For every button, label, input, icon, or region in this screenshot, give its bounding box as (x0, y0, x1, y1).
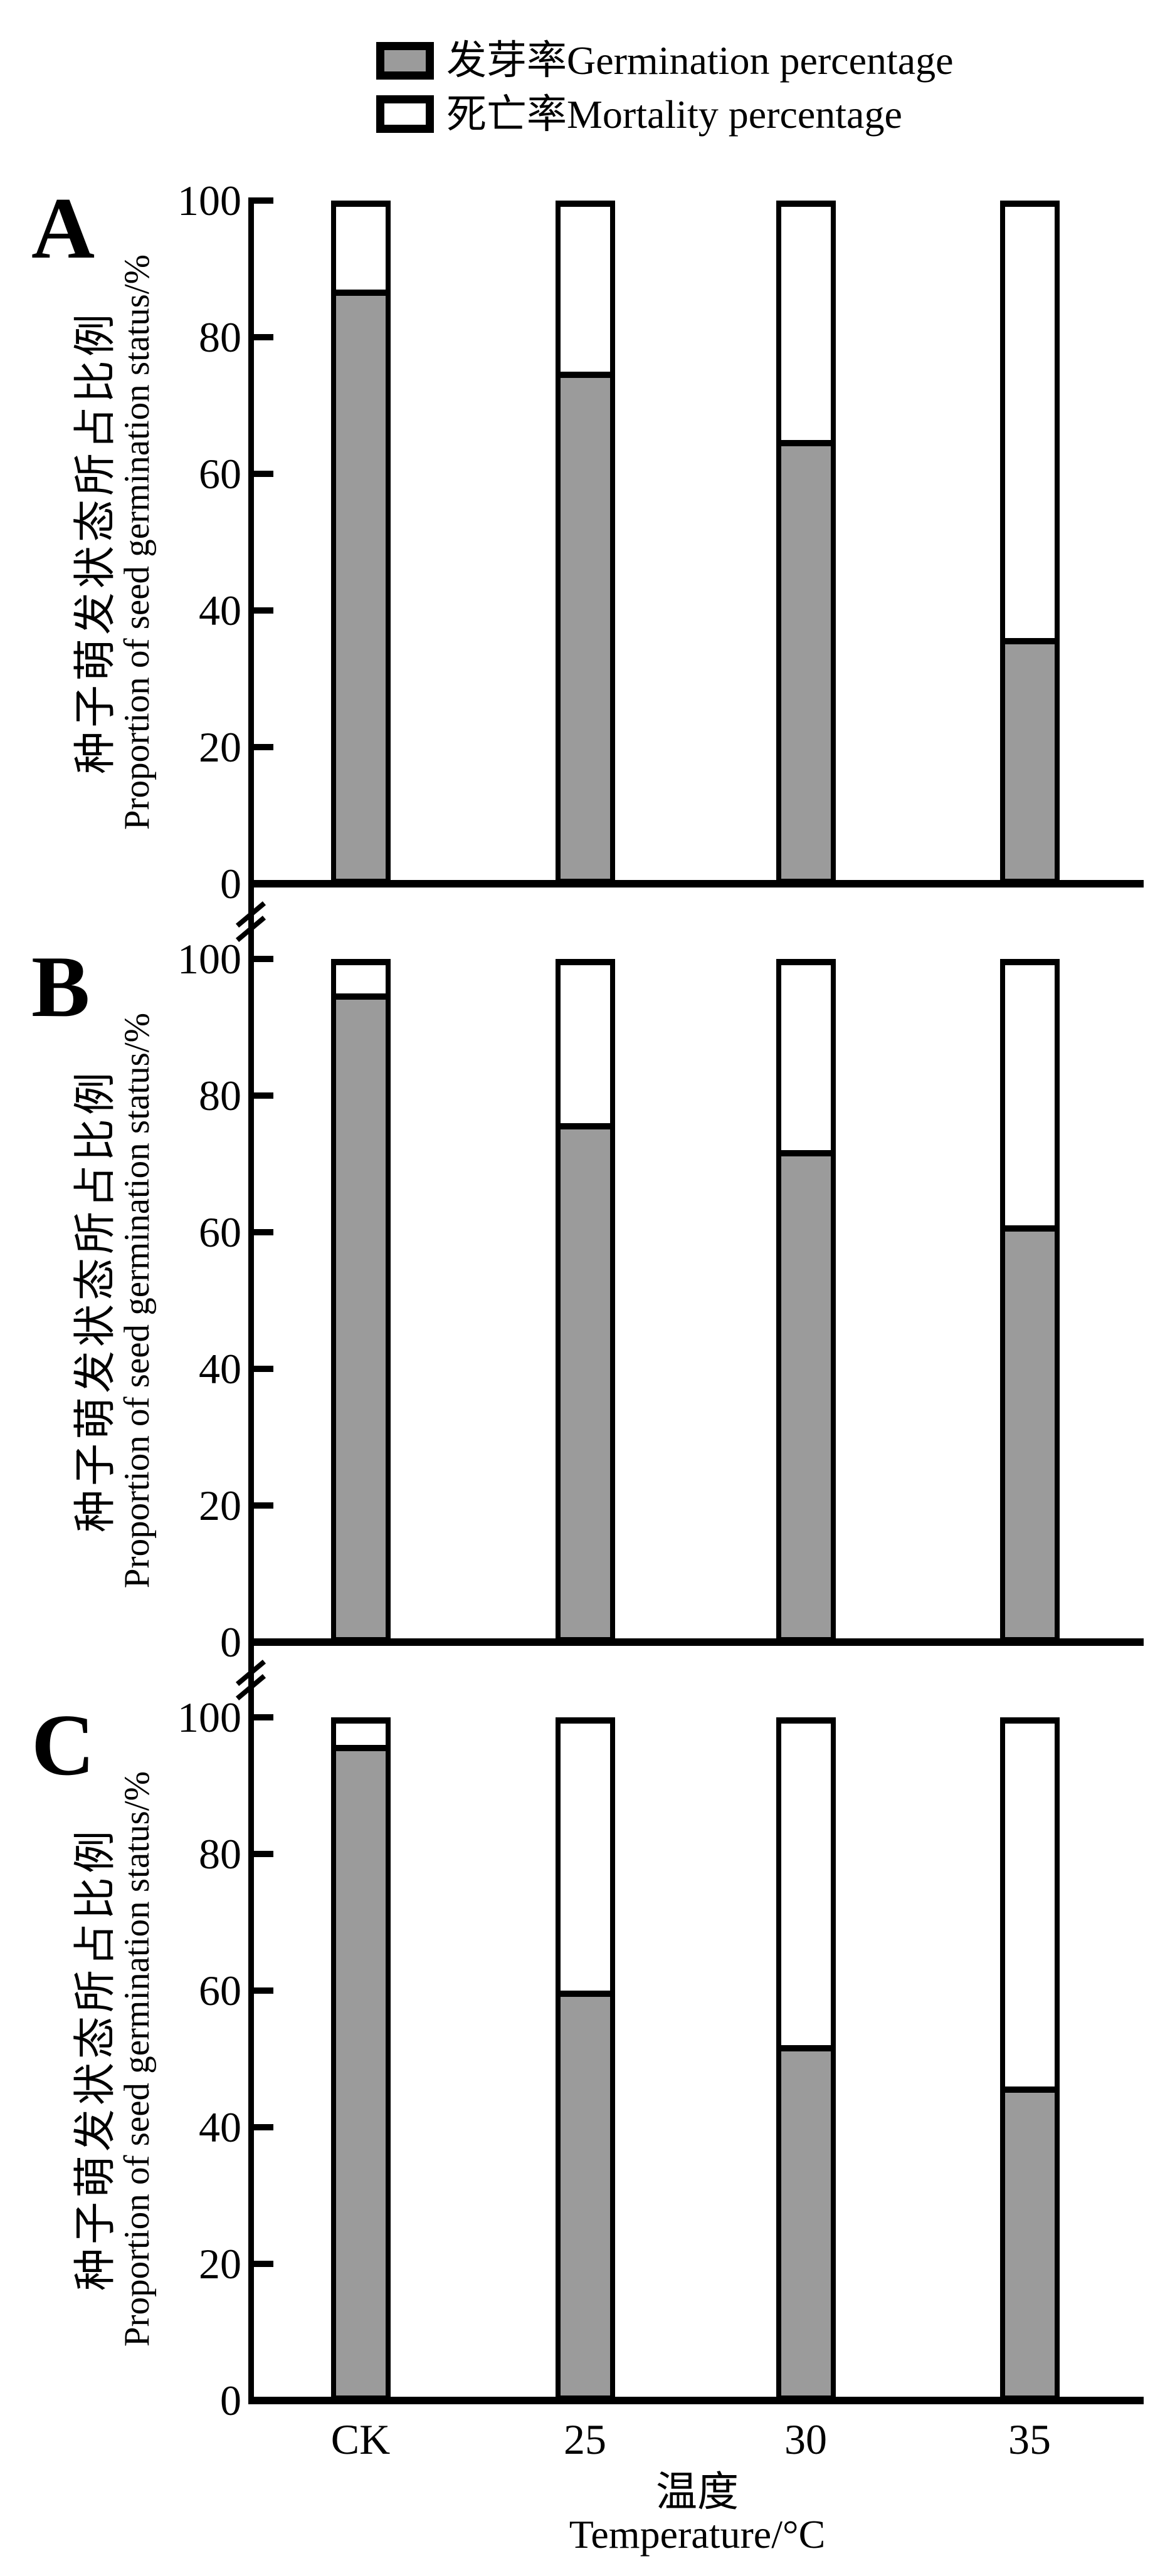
bar-C-CK (330, 1717, 391, 2401)
x-baseline (251, 1638, 1144, 1646)
y-axis-title-zh: 种子萌发状态所占比例 (71, 1069, 119, 1533)
x-tick-label-30: 30 (784, 2416, 827, 2463)
bar-C-35 (999, 1717, 1060, 2401)
y-tick (251, 1502, 273, 1509)
bar-A-25 (555, 201, 615, 884)
y-tick-label: 20 (199, 2240, 241, 2288)
bar-fill-germination-B-35 (1004, 1225, 1055, 1637)
y-tick (251, 2397, 273, 2404)
bar-fill-germination-A-35 (1004, 637, 1055, 879)
y-tick (251, 334, 273, 340)
panel-letter-A: A (31, 180, 95, 277)
bar-B-35 (999, 959, 1060, 1642)
y-axis-line (248, 197, 254, 2404)
x-tick-label-CK: CK (330, 2416, 391, 2463)
bar-fill-germination-C-CK (335, 1744, 386, 2395)
y-tick (251, 1639, 273, 1645)
y-tick-label: 40 (199, 1345, 241, 1393)
bar-B-CK (330, 959, 391, 1642)
bar-A-30 (776, 201, 836, 884)
x-baseline (251, 2397, 1144, 2404)
x-axis-title-en: Temperature/°C (569, 2512, 826, 2557)
x-tick-label-35: 35 (1008, 2416, 1051, 2463)
bar-B-30 (776, 959, 836, 1642)
y-tick (251, 197, 273, 204)
y-tick-label: 80 (199, 1830, 241, 1878)
bar-fill-germination-A-30 (781, 439, 831, 879)
y-tick-label: 100 (177, 935, 241, 983)
y-tick (251, 471, 273, 477)
y-tick (251, 1851, 273, 1857)
x-tick-label-25: 25 (564, 2416, 606, 2463)
y-tick-label: 0 (220, 2377, 241, 2424)
bar-fill-germination-B-CK (335, 993, 386, 1637)
panel-letter-B: B (31, 938, 90, 1035)
legend-label-mortality: 死亡率Mortality percentage (446, 92, 902, 137)
bar-fill-germination-C-30 (781, 2045, 831, 2395)
y-tick-label: 60 (199, 1967, 241, 2014)
y-axis-title-en: Proportion of seed germination status/% (117, 254, 157, 830)
y-tick (251, 2261, 273, 2267)
y-tick-label: 80 (199, 1072, 241, 1119)
bar-fill-germination-C-35 (1004, 2086, 1055, 2395)
bar-A-35 (999, 201, 1060, 884)
y-tick (251, 744, 273, 750)
y-tick-label: 20 (199, 723, 241, 771)
y-tick-label: 100 (177, 177, 241, 224)
bar-fill-germination-C-25 (560, 1991, 610, 2395)
bar-fill-germination-A-25 (560, 371, 610, 879)
bar-A-CK (330, 201, 391, 884)
bar-fill-germination-B-30 (781, 1150, 831, 1637)
bar-C-30 (776, 1717, 836, 2401)
x-axis-title-zh: 温度 (656, 2469, 739, 2515)
y-tick (251, 1092, 273, 1099)
y-tick (251, 1987, 273, 1994)
y-tick-label: 100 (177, 1694, 241, 1741)
y-tick (251, 2124, 273, 2130)
y-tick-label: 40 (199, 587, 241, 634)
y-tick-label: 0 (220, 860, 241, 908)
y-tick (251, 1229, 273, 1235)
y-axis-title-en: Proportion of seed germination status/% (117, 1012, 157, 1589)
y-tick-label: 80 (199, 313, 241, 361)
legend-swatch-germination (376, 42, 434, 80)
y-tick (251, 607, 273, 614)
y-tick (251, 1366, 273, 1372)
y-tick-label: 40 (199, 2103, 241, 2151)
x-baseline (251, 880, 1144, 887)
y-tick-label: 0 (220, 1618, 241, 1666)
y-tick (251, 1714, 273, 1720)
y-axis-title-en: Proportion of seed germination status/% (117, 1771, 157, 2347)
y-axis-title-zh: 种子萌发状态所占比例 (71, 310, 119, 775)
legend-label-germination: 发芽率Germination percentage (446, 38, 954, 83)
bar-B-25 (555, 959, 615, 1642)
legend-swatch-mortality (376, 95, 434, 133)
y-tick (251, 956, 273, 962)
bar-fill-germination-B-25 (560, 1123, 610, 1637)
y-tick-label: 20 (199, 1482, 241, 1529)
bar-C-25 (555, 1717, 615, 2401)
y-tick (251, 881, 273, 887)
bar-fill-germination-A-CK (335, 289, 386, 879)
panel-letter-C: C (31, 1697, 95, 1794)
y-tick-label: 60 (199, 450, 241, 498)
y-axis-title-zh: 种子萌发状态所占比例 (71, 1827, 119, 2291)
y-tick-label: 60 (199, 1208, 241, 1256)
